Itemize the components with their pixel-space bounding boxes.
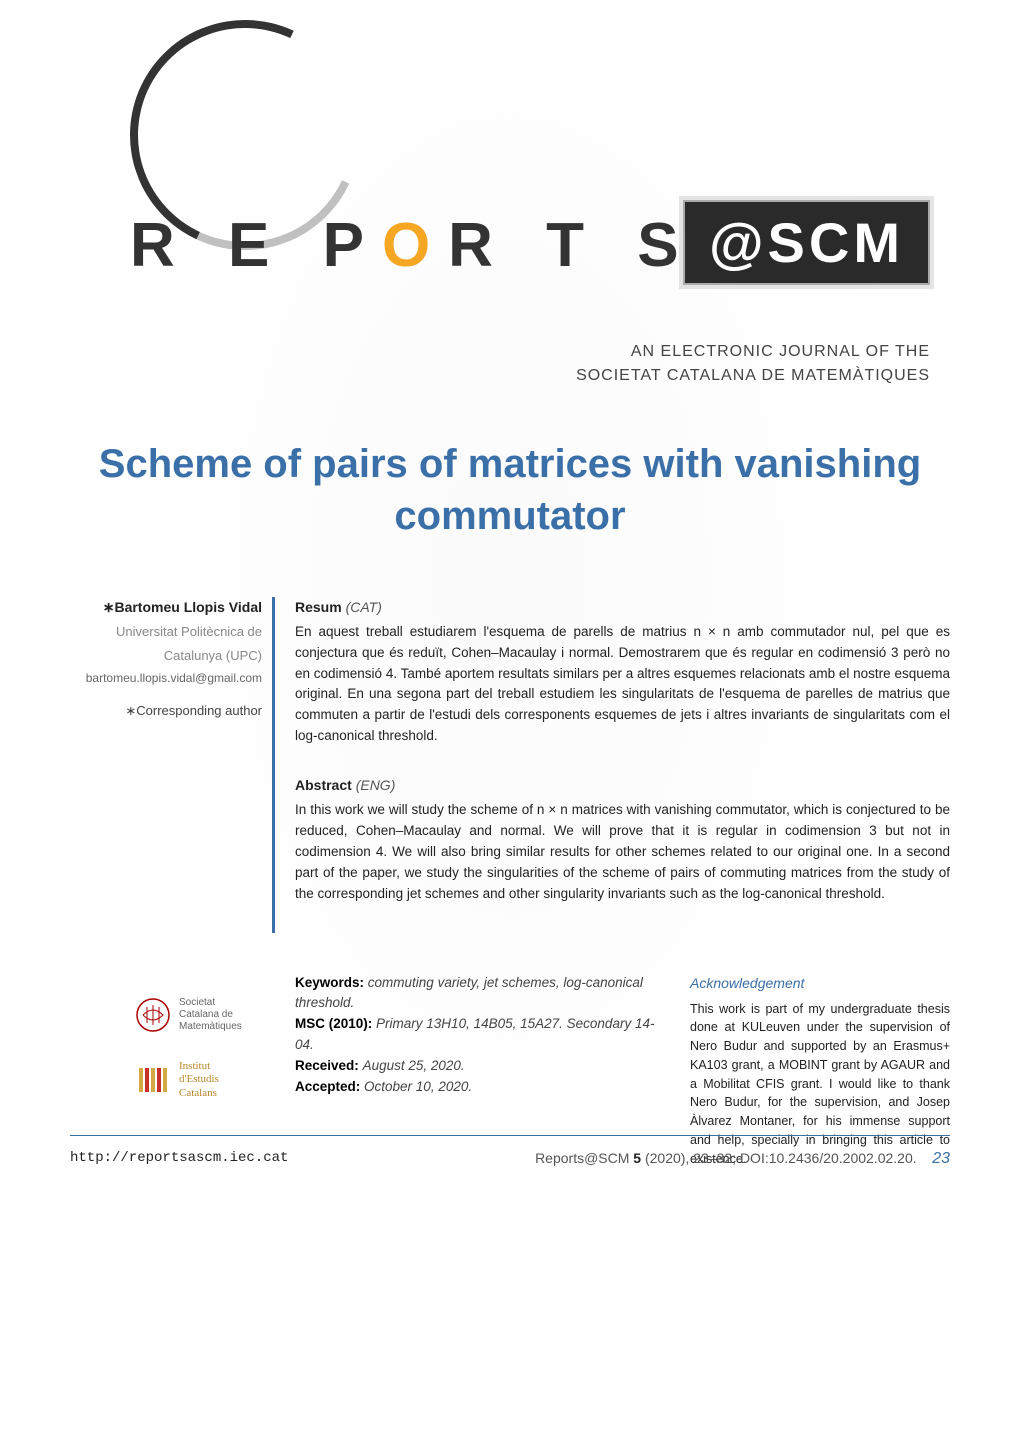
accepted-row: Accepted: October 10, 2020. (295, 1077, 670, 1098)
iec-emblem-icon (135, 1062, 171, 1098)
msc-row: MSC (2010): Primary 13H10, 14B05, 15A27.… (295, 1014, 670, 1056)
footer-citation: Reports@SCM 5 (2020), 23–32; DOI:10.2436… (535, 1150, 950, 1168)
iec-logo-line3: Catalans (179, 1087, 219, 1100)
abstract-lang: (ENG) (356, 777, 396, 793)
ack-head: Acknowledgement (690, 973, 950, 994)
subtitle-line2: SOCIETAT CATALANA DE MATEMÀTIQUES (70, 364, 930, 388)
article-title: Scheme of pairs of matrices with vanishi… (70, 438, 950, 542)
keywords-label: Keywords: (295, 975, 364, 990)
subtitle-line1: AN ELECTRONIC JOURNAL OF THE (70, 340, 930, 364)
journal-header: R E POR T S @SCM (70, 80, 950, 320)
author-affiliation-1: Universitat Politècnica de (70, 622, 262, 642)
footer-url: http://reportsascm.iec.cat (70, 1150, 288, 1168)
msc-label: MSC (2010): (295, 1016, 372, 1031)
logo-letter-orange: O (382, 211, 448, 280)
author-name: ∗Bartomeu Llopis Vidal (70, 597, 262, 618)
cite-volume: 5 (633, 1150, 641, 1166)
page-footer: http://reportsascm.iec.cat Reports@SCM 5… (70, 1135, 950, 1168)
scm-logo-line1: Societat (179, 997, 242, 1009)
author-sidebar: ∗Bartomeu Llopis Vidal Universitat Polit… (70, 597, 275, 933)
received-row: Received: August 25, 2020. (295, 1056, 670, 1077)
corresponding-author: ∗Corresponding author (70, 701, 262, 721)
author-email: bartomeu.llopis.vidal@gmail.com (70, 669, 262, 687)
scm-logo: Societat Catalana de Matemàtiques (135, 993, 265, 1038)
resum-head: Resum (CAT) (295, 597, 950, 619)
iec-logo: Institut d'Estudis Catalans (135, 1058, 265, 1103)
accepted-text: October 10, 2020. (364, 1079, 472, 1094)
scm-logo-line2: Catalana de (179, 1009, 242, 1021)
logo-text: R E POR T S (130, 210, 697, 281)
cite-suffix: (2020), 23–32; DOI:10.2436/20.2002.02.20… (641, 1150, 917, 1166)
scm-logo-line3: Matemàtiques (179, 1021, 242, 1033)
content-columns: ∗Bartomeu Llopis Vidal Universitat Polit… (70, 597, 950, 933)
author-affiliation-2: Catalunya (UPC) (70, 646, 262, 666)
accepted-label: Accepted: (295, 1079, 360, 1094)
resum-lang: (CAT) (346, 599, 382, 615)
scm-badge: @SCM (683, 200, 930, 285)
abstract-text: In this work we will study the scheme of… (295, 800, 950, 905)
received-label: Received: (295, 1058, 359, 1073)
author-star: ∗ (103, 599, 115, 615)
resum-label: Resum (295, 599, 342, 615)
page-number: 23 (932, 1150, 950, 1167)
abstract-label: Abstract (295, 777, 352, 793)
iec-logo-line2: d'Estudis (179, 1073, 219, 1086)
page-container: R E POR T S @SCM AN ELECTRONIC JOURNAL O… (0, 0, 1020, 1198)
scm-logo-text: Societat Catalana de Matemàtiques (179, 997, 242, 1033)
iec-logo-text: Institut d'Estudis Catalans (179, 1060, 219, 1100)
journal-subtitle: AN ELECTRONIC JOURNAL OF THE SOCIETAT CA… (70, 340, 950, 388)
keywords-row: Keywords: commuting variety, jet schemes… (295, 973, 670, 1015)
iec-logo-line1: Institut (179, 1060, 219, 1073)
resum-text: En aquest treball estudiarem l'esquema d… (295, 622, 950, 748)
cite-prefix: Reports@SCM (535, 1150, 633, 1166)
logo-letters-after: R T S (448, 211, 696, 280)
received-text: August 25, 2020. (363, 1058, 465, 1073)
main-content: Resum (CAT) En aquest treball estudiarem… (295, 597, 950, 933)
logo-letters-before: R E P (130, 211, 382, 280)
author-name-text: Bartomeu Llopis Vidal (114, 599, 262, 615)
scm-emblem-icon (135, 997, 171, 1033)
abstract-head: Abstract (ENG) (295, 775, 950, 797)
